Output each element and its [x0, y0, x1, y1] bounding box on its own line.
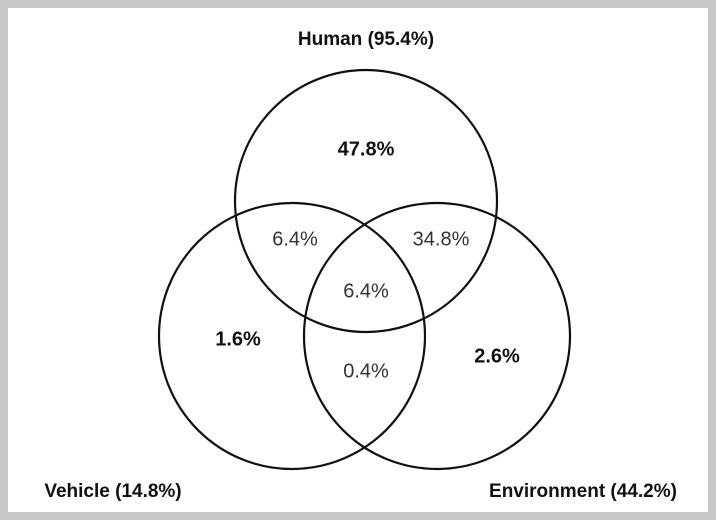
- vehicle-circle: [157, 201, 427, 471]
- set-label: Vehicle (14.8%): [44, 481, 181, 502]
- region-label: 6.4%: [343, 280, 389, 302]
- region-label: 0.4%: [343, 360, 389, 382]
- set-label: Human (95.4%): [298, 29, 434, 50]
- region-label: 2.6%: [474, 345, 520, 367]
- set-label: Environment (44.2%): [489, 481, 677, 502]
- environment-circle: [302, 201, 572, 471]
- region-label: 6.4%: [272, 228, 318, 250]
- region-label: 34.8%: [413, 228, 470, 250]
- region-label: 1.6%: [215, 328, 261, 350]
- region-label: 47.8%: [338, 138, 395, 160]
- human-circle: [233, 68, 499, 334]
